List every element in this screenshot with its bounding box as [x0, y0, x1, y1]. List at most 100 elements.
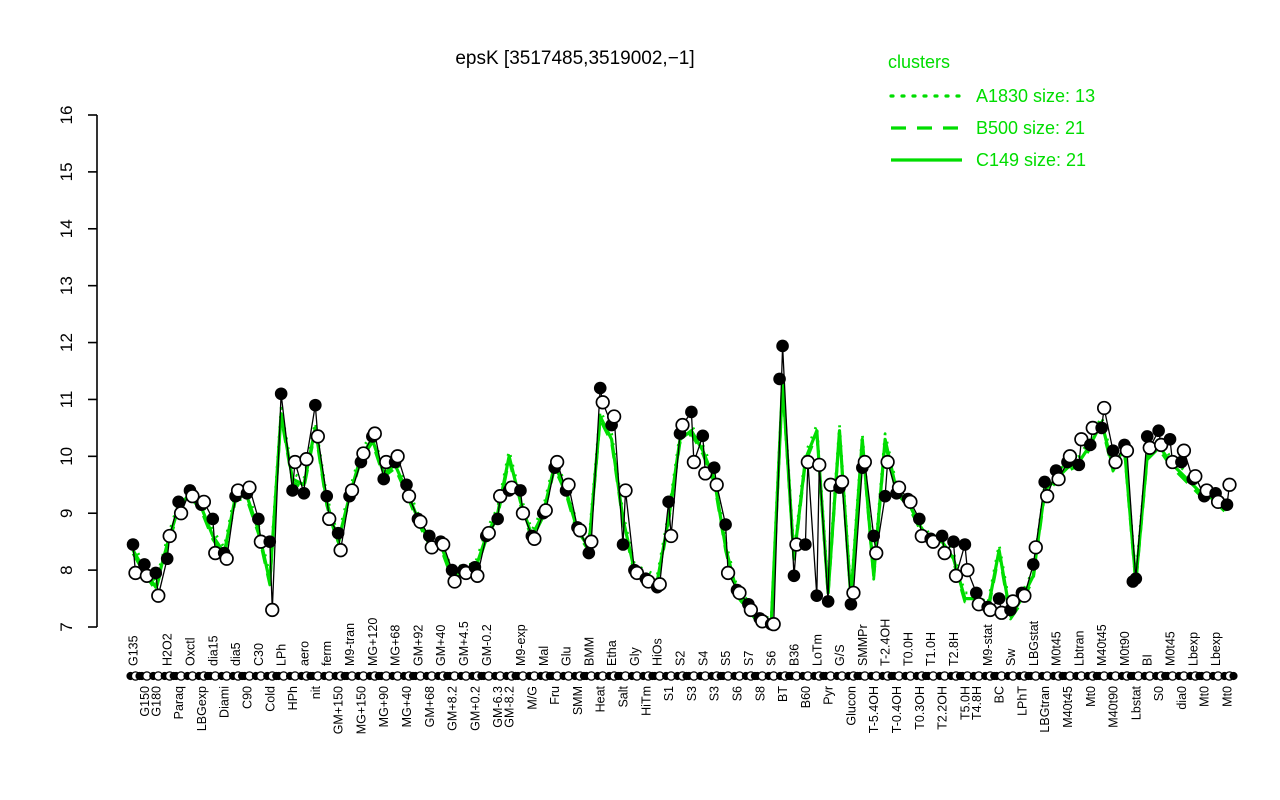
data-point-filled [252, 512, 265, 526]
x-condition-label: S3 [685, 686, 699, 701]
data-point-open [800, 454, 816, 470]
data-point-filled [799, 538, 812, 551]
data-point-open [572, 523, 588, 538]
x-condition-label: G135 [127, 635, 141, 666]
x-condition-label: B36 [787, 644, 801, 666]
data-point-filled [286, 484, 299, 497]
data-point-open [1142, 440, 1157, 455]
x-condition-label: S7 [742, 651, 756, 666]
x-condition-label: G/S [833, 644, 847, 666]
y-tick-label: 16 [57, 106, 76, 125]
x-condition-label: T2.2OH [936, 686, 950, 730]
data-point-open [447, 574, 462, 589]
x-condition-label: MG+90 [377, 686, 391, 727]
data-point-open [470, 568, 485, 583]
legend-item-label: C149 size: 21 [976, 150, 1086, 170]
data-point-filled [1038, 475, 1051, 489]
data-point-open [367, 426, 382, 441]
x-condition-label: SMM [571, 686, 585, 715]
x-condition-label: H2O2 [161, 633, 175, 666]
x-condition-label: MG+40 [400, 686, 414, 727]
data-point-filled [992, 592, 1006, 605]
x-condition-label: T-0.4OH [890, 686, 904, 733]
plot-title: epsK [3517485,3519002,−1] [455, 48, 694, 69]
data-point-open [983, 602, 998, 618]
data-point-filled [696, 429, 710, 443]
x-condition-label: Fru [548, 686, 562, 705]
data-point-open [675, 417, 690, 433]
data-point-open [162, 528, 177, 544]
data-point-filled [1163, 432, 1177, 446]
y-axis: 7 8 9 10 11 12 13 14 15 16 [57, 106, 98, 632]
x-condition-label: M9-exp [514, 624, 528, 666]
data-point-filled [958, 538, 972, 551]
data-point-open [1017, 588, 1032, 603]
data-point-open [869, 545, 884, 561]
plot-series [126, 339, 1237, 632]
data-point-filled [1175, 455, 1188, 469]
x-condition-label: C30 [252, 643, 266, 666]
x-condition-label: M9-stat [981, 624, 995, 666]
x-condition-label: LPhT [1015, 686, 1029, 716]
x-condition-label: LPh [275, 644, 289, 666]
data-point-open [242, 480, 257, 495]
data-point-open [1222, 477, 1237, 492]
x-condition-label: LBGstat [1027, 620, 1041, 666]
legend-item-label: A1830 size: 13 [976, 86, 1095, 106]
y-tick-label: 13 [57, 276, 76, 295]
x-condition-label: LBGexp [195, 686, 209, 731]
data-point-filled [582, 546, 596, 560]
data-point-filled [1220, 498, 1234, 511]
data-point-filled [514, 484, 527, 497]
legend: clusters A1830 size: 13 B500 size: 21 C1… [888, 52, 1095, 170]
data-point-open [401, 489, 417, 504]
x-condition-label: Mt0 [1084, 686, 1098, 707]
data-point-filled [274, 387, 288, 401]
data-point-open [1005, 594, 1021, 609]
x-condition-label: GM+68 [423, 686, 437, 727]
data-point-open [709, 477, 724, 492]
x-condition-label: T5.0H [958, 686, 972, 720]
x-condition-label: M40t45 [1061, 686, 1075, 728]
x-condition-label: T2.8H [947, 632, 961, 666]
x-condition-label: Glu [560, 647, 574, 667]
x-condition-label: S5 [719, 651, 733, 666]
x-condition-label: GM-6.3 [491, 686, 505, 728]
data-point-open [413, 514, 428, 529]
data-point-open [1062, 449, 1078, 464]
data-point-open [356, 446, 371, 461]
data-point-filled [1152, 424, 1165, 438]
y-tick-label: 8 [57, 565, 76, 574]
data-point-filled [160, 552, 174, 566]
data-point-filled [810, 589, 824, 603]
x-condition-label: GM+40 [434, 625, 448, 666]
data-point-filled [878, 489, 892, 503]
y-tick-label: 14 [57, 219, 76, 238]
x-condition-label: nit [309, 685, 323, 699]
data-point-open [846, 585, 861, 601]
data-point-open [287, 454, 303, 470]
x-condition-label: dia5 [229, 642, 243, 666]
x-condition-label: GM-8.2 [503, 686, 517, 728]
strip-point-filled [1229, 671, 1238, 681]
data-point-open [857, 454, 872, 470]
x-condition-label: aero [297, 641, 311, 666]
x-condition-label: Glucon [844, 686, 858, 726]
x-condition-label: T0.0H [901, 632, 915, 666]
data-point-open [960, 562, 975, 578]
x-condition-label: S8 [753, 686, 767, 701]
x-condition-label: Paraq [172, 686, 186, 719]
data-point-filled [445, 563, 459, 577]
x-condition-label: MG+68 [389, 625, 403, 666]
data-point-filled [138, 558, 151, 571]
data-point-open [686, 454, 702, 470]
y-tick-label: 9 [57, 508, 76, 517]
data-point-filled [309, 398, 322, 412]
x-condition-label: M40t45 [1095, 624, 1109, 666]
x-condition-label: GM+8.2 [446, 686, 460, 731]
data-point-open [720, 565, 736, 581]
data-point-open [743, 602, 759, 618]
data-point-open [937, 545, 952, 561]
data-point-open [595, 395, 610, 410]
